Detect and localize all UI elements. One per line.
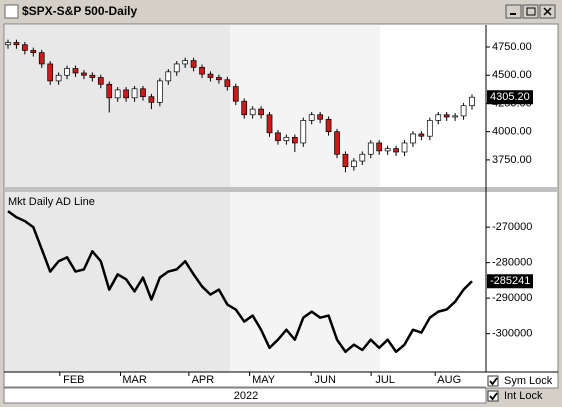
icon <box>526 7 536 16</box>
icon <box>543 7 552 16</box>
candle-body <box>157 80 163 103</box>
year-row <box>3 387 487 404</box>
x-tick-label: JUL <box>375 374 395 386</box>
panel-title: Mkt Daily AD Line <box>8 196 95 208</box>
candle-body <box>351 160 357 168</box>
x-tick-label: MAR <box>122 374 147 386</box>
candle-body <box>241 100 248 116</box>
candle-body <box>97 77 104 85</box>
candle-body <box>224 79 231 87</box>
candle-body <box>72 68 79 74</box>
candle-body <box>5 42 11 46</box>
candle-body <box>140 88 146 98</box>
x-tick-label: AUG <box>437 374 461 386</box>
candle-body <box>300 120 307 144</box>
shade <box>5 25 230 187</box>
candle-body <box>342 153 349 168</box>
candle-body <box>173 63 180 73</box>
candle-body <box>283 136 290 142</box>
candle-body <box>249 108 256 116</box>
candle-body <box>367 142 374 155</box>
shade <box>5 192 230 372</box>
checkbox-label: Sym Lock <box>504 375 553 387</box>
candle-body <box>469 96 475 107</box>
candle-body <box>291 136 298 144</box>
y-tick-label: 4750.00 <box>492 41 532 53</box>
candle-body <box>426 120 433 137</box>
minimize-button[interactable] <box>505 4 522 19</box>
candle-body <box>182 60 189 65</box>
candle-body <box>190 60 197 68</box>
last-value-box <box>487 90 533 105</box>
last-value-label: -285241 <box>490 275 530 287</box>
candle-body <box>148 96 155 103</box>
candle-body <box>460 105 467 117</box>
candle-body <box>38 52 45 65</box>
title-bar <box>2 2 560 22</box>
checkbox[interactable] <box>487 375 499 387</box>
x-axis-label: 2022 <box>234 390 258 402</box>
shade <box>230 25 380 187</box>
candle-body <box>452 115 458 118</box>
candle-body <box>89 74 96 78</box>
candle-body <box>418 133 425 137</box>
x-tick-label: MAY <box>252 374 276 386</box>
shade <box>230 192 380 372</box>
candle-body <box>55 74 62 82</box>
candle-body <box>232 86 239 102</box>
y-tick-label: -290000 <box>492 292 532 304</box>
candle-body <box>258 108 264 116</box>
window-title: $SPX-S&P 500-Daily <box>22 4 137 18</box>
candle-body <box>131 88 138 99</box>
candle-body <box>207 73 214 78</box>
candle-body <box>123 89 129 99</box>
maximize-button[interactable] <box>522 4 539 19</box>
candle-body <box>317 114 323 120</box>
window-icon <box>4 4 19 19</box>
candle-body <box>443 114 450 118</box>
checkbox[interactable] <box>487 390 499 402</box>
candle-body <box>325 118 332 133</box>
ad-line <box>7 210 473 354</box>
last-value-box <box>487 274 533 289</box>
window-buttons[interactable] <box>505 4 556 19</box>
candle-body <box>435 114 442 121</box>
y-tick-label: -270000 <box>492 221 532 233</box>
candle-body <box>30 50 37 54</box>
candle-body <box>199 66 205 75</box>
candle-body <box>216 77 222 81</box>
candle-body <box>47 63 54 82</box>
y-tick-label: 4000.00 <box>492 126 532 138</box>
candle-body <box>22 44 28 51</box>
y-tick-label: 3750.00 <box>492 154 532 166</box>
last-value-label: 4305.20 <box>490 91 530 103</box>
candle-body <box>81 72 87 76</box>
candle-body <box>393 148 399 153</box>
candle-body <box>359 153 366 162</box>
candle-body <box>64 68 70 76</box>
y-tick-label: 4500.00 <box>492 69 532 81</box>
x-tick-label: FEB <box>63 374 84 386</box>
x-tick-label: APR <box>192 374 215 386</box>
checkmark <box>489 377 498 386</box>
panel-separator <box>4 187 558 192</box>
candle-body <box>410 133 416 144</box>
candle-body <box>401 142 408 153</box>
candle-body <box>275 132 281 142</box>
y-tick-label: -280000 <box>492 257 532 269</box>
candle-body <box>308 114 315 121</box>
candle-body <box>384 148 391 152</box>
x-tick-label: JUN <box>315 374 336 386</box>
checkbox-label: Int Lock <box>504 390 543 402</box>
candle-body <box>266 114 273 134</box>
y-tick-label: -300000 <box>492 328 532 340</box>
candle-body <box>376 142 383 152</box>
candle-body <box>165 71 172 82</box>
candle-body <box>13 42 20 46</box>
candle-body <box>106 83 113 99</box>
candle-body <box>334 131 340 155</box>
candle-body <box>114 89 121 99</box>
checkmark <box>489 392 498 401</box>
